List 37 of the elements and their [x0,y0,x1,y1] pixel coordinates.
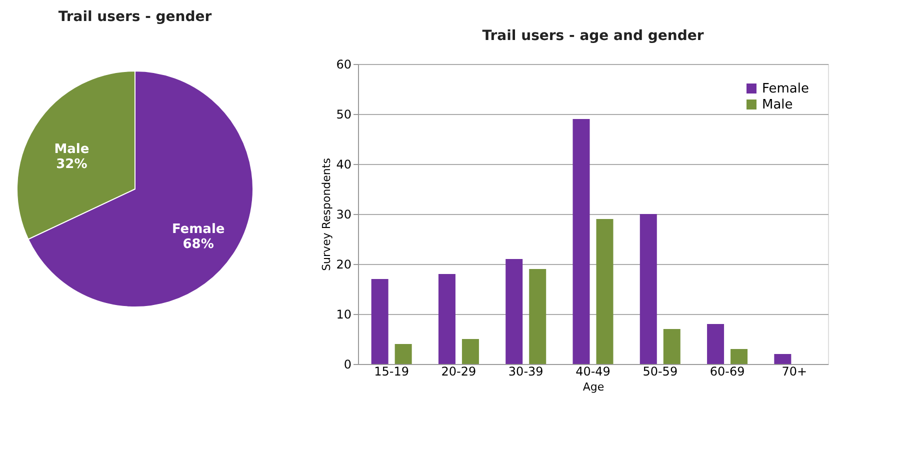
y-tick-label: 30 [336,208,352,222]
x-tick-label: 20-29 [441,364,476,378]
x-tick-label: 70+ [782,364,808,378]
slice-label: Male [54,142,90,157]
x-tick-label: 60-69 [710,364,745,378]
x-tick-label: 15-19 [374,364,410,378]
bar [529,269,546,364]
legend-label: Male [762,98,793,112]
x-tick-label: 40-49 [576,364,610,378]
chart-title: Trail users - gender [58,9,212,25]
x-tick-label: 50-59 [642,364,678,378]
bar [663,329,680,364]
y-tick-label: 20 [336,258,352,272]
bar [707,324,724,364]
y-tick-label: 40 [336,158,352,172]
x-axis-title: Age [582,380,604,394]
y-tick-label: 50 [336,108,352,122]
y-tick-label: 0 [344,358,352,372]
data-label: 32% [56,156,88,172]
slice-label: Female [172,222,225,238]
x-tick-label: 30-39 [508,364,544,378]
bar [506,259,523,364]
bar [596,219,614,364]
y-axis-title: Survey Respondents [320,158,334,271]
y-tick-label: 60 [336,58,352,72]
bar [774,354,792,364]
bar [730,349,748,364]
chart-title: Trail users - age and gender [482,28,704,44]
bar [572,119,590,364]
bar [394,344,412,364]
bar [438,274,456,364]
legend-label: Female [762,82,810,96]
bar [371,279,388,364]
data-label: 68% [182,237,214,252]
y-tick-label: 10 [336,308,352,322]
bar [462,339,479,364]
bar [640,214,657,364]
